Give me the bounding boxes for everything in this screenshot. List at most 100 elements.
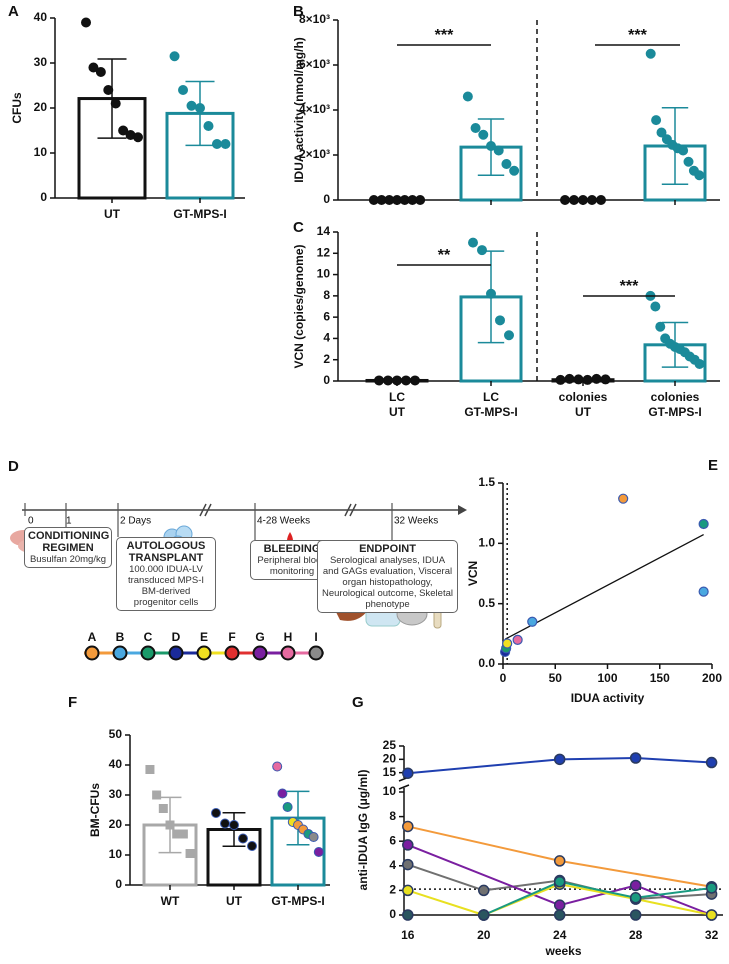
x-tick-label: 150 [650,671,670,685]
y-tick-label: 30 [109,787,123,801]
data-point [582,374,593,385]
data-point [553,753,566,766]
data-point [169,51,180,62]
group-label: C [144,630,153,644]
y-tick-label: 2 [389,883,396,897]
data-point [694,170,705,181]
panel-letter: A [8,3,19,20]
data-point [118,125,129,136]
group-label: D [172,630,181,644]
series-line [407,843,712,916]
y-axis-label: CFUs [10,92,24,124]
fit-line [504,534,704,640]
data-point [401,375,411,386]
data-point [705,909,718,921]
x-tick-label: GT-MPS-I [271,894,324,908]
x-tick-label: LC GT-MPS-I [464,390,517,419]
data-point [478,884,490,897]
timeline-tick-label: 32 Weeks [394,516,438,527]
timeline-tick-label: 1 [66,516,72,527]
y-tick-label: 0 [40,190,47,204]
x-tick-label-line: colonies [559,390,608,404]
y-tick-label: 25 [383,738,397,752]
panel-letter: D [8,458,19,475]
data-point [560,195,570,205]
step-title: ENDPOINT [359,543,416,555]
data-point [410,375,420,386]
data-point [178,85,189,95]
data-point [486,141,496,151]
y-tick-label: 50 [109,727,123,741]
group-label: G [255,630,264,644]
y-tick-label: 10 [109,847,123,861]
y-tick-label: 6 [389,833,396,847]
x-tick-label: 20 [477,928,491,942]
x-tick-label-line: LC [389,390,405,404]
data-point [591,373,602,384]
data-point [145,765,155,774]
data-point [186,100,197,111]
data-point [656,127,667,138]
data-point [470,123,481,133]
data-point [645,48,656,59]
data-point [178,829,188,839]
significance-label: *** [435,27,454,44]
error-bar [286,790,310,846]
y-tick-label: 10 [317,267,331,281]
y-tick-label: 8 [323,288,330,302]
data-point [655,321,666,332]
y-tick-label: 20 [383,752,397,766]
significance-label: *** [620,278,639,295]
data-point [165,820,175,830]
data-point [277,788,288,799]
y-tick-label: 10 [383,784,397,798]
data-point [705,756,718,769]
x-tick-label: 0 [500,671,507,685]
panel-letter: F [68,694,77,711]
x-tick-label-line: UT [389,405,406,419]
data-point [152,790,162,800]
y-axis-label: VCN [466,561,480,586]
y-tick-label: 0.0 [478,656,495,670]
data-point [81,17,92,28]
data-point [698,518,709,530]
data-point [600,374,611,385]
y-tick-label: 0 [389,907,396,921]
data-point [578,195,588,205]
data-point [402,858,414,871]
data-point [694,358,705,369]
data-point [132,132,143,143]
data-point [272,761,283,772]
group-marker [280,645,296,661]
data-point [402,820,414,833]
data-point [553,909,566,921]
x-tick-label: LC UT [389,390,406,419]
data-point [629,752,642,764]
step-title: CONDITIONING REGIMEN [28,530,110,554]
data-point [587,195,597,205]
panel-letter: E [708,457,718,474]
data-point [238,833,248,844]
timeline-tick-label: 2 Days [120,516,151,527]
y-tick-label: 30 [34,55,48,69]
data-point [468,237,478,248]
data-point [229,820,239,830]
data-point [392,375,402,386]
data-point [629,879,642,892]
data-point [313,847,324,857]
data-point [110,98,121,109]
step-title: AUTOLOGOUS TRANSPLANT [126,540,206,564]
y-tick-label: 2 [323,352,330,366]
data-point [502,638,513,649]
data-point [569,195,579,205]
data-point [415,195,426,205]
step-box: CONDITIONING REGIMEN Busulfan 20mg/kg [24,527,112,568]
x-tick-label: 50 [549,671,563,685]
x-tick-label: 200 [702,671,722,685]
group-label: I [314,630,317,644]
data-point [220,139,231,149]
y-tick-label: 20 [109,817,123,831]
data-point [553,899,566,911]
group-label: A [88,630,97,644]
